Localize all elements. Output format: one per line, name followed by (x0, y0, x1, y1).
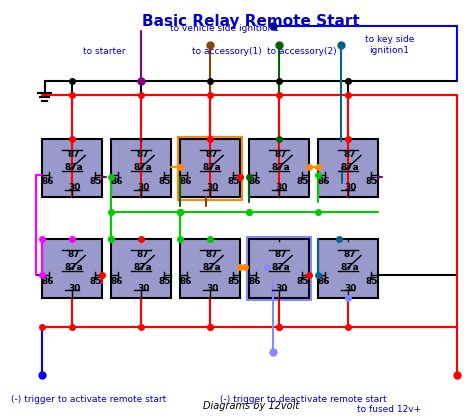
Text: 30: 30 (206, 184, 219, 192)
Text: 87: 87 (137, 150, 150, 158)
Text: 87: 87 (344, 150, 356, 158)
Text: 85: 85 (296, 177, 309, 186)
Text: 87a: 87a (65, 263, 84, 272)
Text: 87a: 87a (65, 163, 84, 172)
Text: 87: 87 (275, 150, 287, 158)
Text: 87: 87 (344, 249, 356, 259)
Bar (178, 137, 242, 200)
Text: 86: 86 (42, 177, 54, 186)
Text: 87a: 87a (134, 263, 152, 272)
Text: 87a: 87a (134, 163, 152, 172)
Text: (-) trigger to activate remote start: (-) trigger to activate remote start (11, 395, 166, 404)
Bar (42, 139, 102, 197)
Text: 87: 87 (137, 249, 150, 259)
Text: 85: 85 (296, 277, 309, 286)
Bar (318, 239, 378, 298)
Text: 85: 85 (365, 177, 378, 186)
Text: 30: 30 (275, 184, 287, 192)
Bar (180, 239, 240, 298)
Text: 85: 85 (228, 277, 240, 286)
Bar (247, 237, 311, 300)
Text: to key side
ignition1: to key side ignition1 (365, 36, 414, 55)
Text: 30: 30 (68, 284, 80, 293)
Text: 86: 86 (180, 277, 192, 286)
Text: 30: 30 (137, 284, 150, 293)
Text: 85: 85 (228, 177, 240, 186)
Text: 85: 85 (159, 277, 171, 286)
Text: 87: 87 (275, 249, 287, 259)
Text: 86: 86 (42, 277, 54, 286)
Text: 87a: 87a (203, 163, 221, 172)
Text: 30: 30 (137, 184, 150, 192)
Text: Basic Relay Remote Start: Basic Relay Remote Start (142, 14, 360, 29)
Text: to starter: to starter (83, 47, 125, 56)
Bar (42, 239, 102, 298)
Text: 87: 87 (206, 249, 219, 259)
Bar (249, 239, 309, 298)
Text: 86: 86 (249, 177, 261, 186)
Text: to vehicle side ignition1: to vehicle side ignition1 (170, 24, 279, 33)
Text: 87a: 87a (203, 263, 221, 272)
Bar (180, 139, 240, 197)
Text: 86: 86 (318, 177, 330, 186)
Text: to accessory(1): to accessory(1) (192, 47, 262, 56)
Text: 86: 86 (318, 277, 330, 286)
Text: 86: 86 (111, 277, 123, 286)
Text: 86: 86 (180, 177, 192, 186)
Text: 30: 30 (275, 284, 287, 293)
Bar (318, 139, 378, 197)
Bar (111, 139, 171, 197)
Text: 86: 86 (111, 177, 123, 186)
Text: 87a: 87a (272, 163, 290, 172)
Text: 87a: 87a (272, 263, 290, 272)
Text: Diagrams by 12volt: Diagrams by 12volt (203, 401, 299, 411)
Text: (-) trigger to deactivate remote start: (-) trigger to deactivate remote start (220, 395, 387, 404)
Bar (111, 239, 171, 298)
Text: 87a: 87a (341, 163, 360, 172)
Bar (249, 139, 309, 197)
Text: 87: 87 (68, 150, 81, 158)
Text: to accessory(2): to accessory(2) (267, 47, 337, 56)
Text: 87: 87 (68, 249, 81, 259)
Text: 87a: 87a (341, 263, 360, 272)
Text: to fused 12v+: to fused 12v+ (357, 405, 421, 414)
Text: 86: 86 (249, 277, 261, 286)
Text: 85: 85 (365, 277, 378, 286)
Text: 87: 87 (206, 150, 219, 158)
Text: 85: 85 (159, 177, 171, 186)
Text: 30: 30 (68, 184, 80, 192)
Text: 30: 30 (206, 284, 219, 293)
Text: 85: 85 (90, 177, 102, 186)
Text: 30: 30 (344, 284, 356, 293)
Text: 30: 30 (344, 184, 356, 192)
Text: 85: 85 (90, 277, 102, 286)
